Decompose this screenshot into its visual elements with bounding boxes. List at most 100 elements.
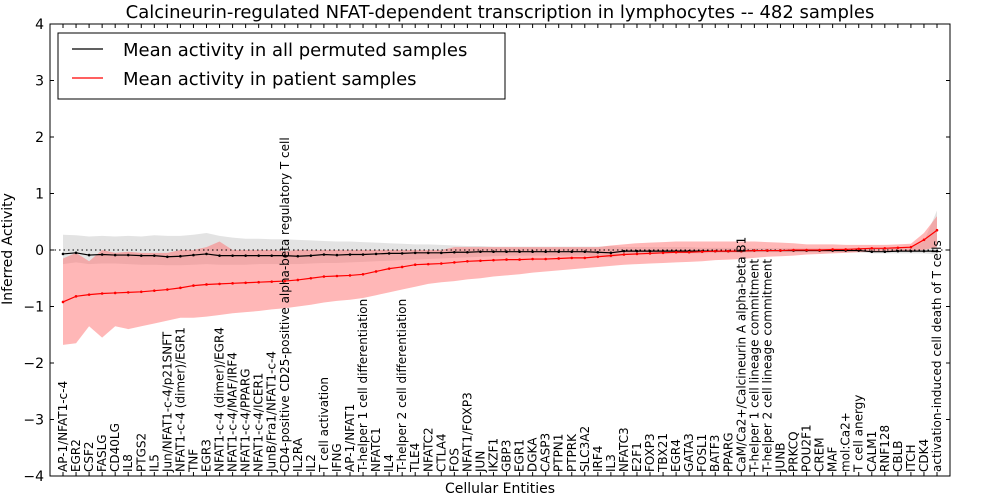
category-label: SLC3A2	[578, 426, 592, 472]
data-point-patient	[896, 246, 900, 250]
data-point-permuted	[244, 254, 247, 257]
data-point-patient	[753, 249, 756, 252]
data-point-permuted	[192, 253, 195, 257]
data-point-patient	[257, 280, 260, 284]
data-point-patient	[544, 257, 547, 261]
data-point-permuted	[374, 252, 378, 256]
data-point-permuted	[648, 249, 652, 253]
data-point-patient	[844, 248, 847, 251]
y-tick-label: −2	[23, 356, 44, 372]
data-point-permuted	[113, 253, 117, 257]
category-label: NFAT1-c-4/ICER1	[252, 373, 266, 472]
category-label: TLE4	[408, 443, 422, 473]
plot-frame	[49, 23, 951, 477]
data-point-permuted	[440, 251, 443, 255]
data-point-patient	[413, 263, 417, 266]
category-label: T-helper 1 cell lineage commitment	[747, 259, 761, 473]
legend-box	[57, 32, 506, 100]
data-point-patient	[61, 300, 65, 304]
data-point-permuted	[139, 254, 143, 257]
data-point-patient	[74, 295, 78, 298]
data-point-patient	[766, 249, 769, 252]
category-label: IL5	[147, 454, 161, 472]
data-point-permuted	[205, 252, 208, 256]
category-label: NFAT1-c-4/MAF/IRF4	[226, 352, 240, 472]
data-point-patient	[726, 249, 730, 253]
category-label: JunB/Fra1/NFAT1-c-4	[265, 351, 279, 473]
data-point-patient	[87, 293, 91, 296]
data-point-patient	[492, 258, 495, 262]
data-point-permuted	[153, 254, 156, 257]
data-point-patient	[387, 267, 391, 270]
category-label: CREM	[813, 437, 827, 472]
data-point-patient	[283, 279, 287, 283]
data-point-permuted	[335, 253, 339, 257]
data-point-patient	[153, 289, 156, 292]
data-point-permuted	[557, 250, 560, 253]
y-tick-label: 0	[35, 243, 44, 259]
data-point-permuted	[400, 252, 404, 255]
data-point-patient	[935, 228, 939, 232]
data-point-patient	[361, 272, 365, 276]
data-point-patient	[922, 238, 926, 242]
line-patient	[62, 229, 938, 303]
category-label: IRF4	[591, 446, 605, 472]
category-label: T-helper 2 cell differentiation	[395, 299, 409, 473]
data-point-patient	[583, 256, 587, 260]
data-point-permuted	[935, 249, 939, 253]
data-point-permuted	[348, 253, 352, 256]
category-label: CD40LG	[108, 423, 122, 472]
category-label: CALM1	[865, 431, 879, 472]
data-point-permuted	[570, 250, 574, 253]
y-tick-label: 2	[35, 130, 44, 146]
data-point-permuted	[635, 249, 639, 253]
data-point-patient	[270, 280, 274, 283]
data-point-permuted	[466, 250, 469, 254]
data-point-patient	[792, 248, 795, 252]
category-label: EGR2	[69, 439, 83, 472]
data-point-patient	[440, 262, 443, 265]
data-point-patient	[374, 270, 378, 273]
data-point-permuted	[322, 253, 326, 256]
category-label: EGR1	[513, 439, 527, 472]
category-label: AP-1/NFAT1-c-4	[56, 381, 70, 472]
category-label: T cell activation	[317, 377, 331, 473]
category-label: IL3	[604, 454, 618, 472]
data-point-patient	[139, 290, 143, 294]
data-point-permuted	[909, 249, 913, 253]
x-axis-label: Cellular Entities	[445, 481, 555, 497]
category-label: DGKA	[526, 437, 540, 472]
data-point-patient	[779, 249, 782, 252]
data-point-patient	[231, 282, 234, 285]
data-point-patient	[205, 283, 208, 286]
data-point-patient	[648, 252, 652, 255]
category-label: NFATC3	[617, 427, 631, 472]
category-label: Jun/NFAT1-c-4/p21SNFT	[160, 331, 174, 473]
category-label: EGR3	[199, 439, 213, 472]
data-point-patient	[805, 248, 808, 252]
data-point-patient	[687, 250, 691, 254]
category-label: FOXP3	[643, 433, 657, 472]
data-point-permuted	[231, 254, 234, 257]
data-point-patient	[713, 249, 717, 253]
category-label: IL2	[304, 454, 318, 472]
category-label: TNF	[186, 449, 200, 473]
category-label: CSF2	[82, 441, 96, 472]
category-label: IFNG	[330, 443, 344, 472]
data-point-patient	[335, 274, 339, 278]
data-point-patient	[622, 253, 626, 256]
data-point-patient	[883, 247, 887, 250]
data-point-patient	[818, 248, 821, 252]
data-point-patient	[635, 252, 639, 256]
legend: Mean activity in all permuted samples Me…	[57, 32, 506, 100]
data-point-patient	[348, 274, 352, 277]
category-label: ITCH	[904, 444, 918, 472]
band-patient	[63, 216, 937, 345]
category-label: NFATC1	[369, 427, 383, 472]
category-label: NFAT1/FOXP3	[460, 392, 474, 472]
data-point-permuted	[883, 250, 887, 253]
data-point-permuted	[453, 250, 456, 254]
category-label: CD4-positive CD25-positive alpha-beta re…	[278, 137, 292, 472]
category-label: CBLB	[891, 440, 905, 472]
